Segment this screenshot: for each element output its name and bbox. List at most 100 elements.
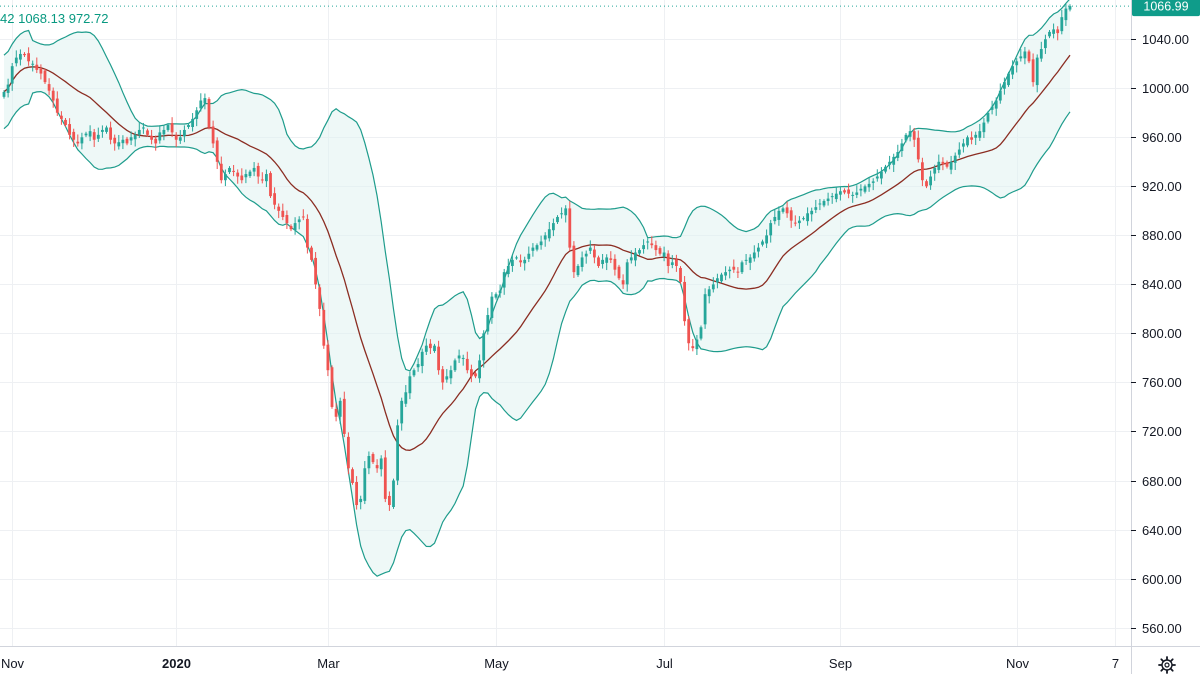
candle bbox=[273, 187, 276, 210]
candle bbox=[847, 183, 850, 199]
candle-body bbox=[736, 271, 740, 273]
candle bbox=[687, 316, 691, 351]
candle-body bbox=[367, 456, 371, 469]
candle-body bbox=[203, 98, 207, 104]
candle bbox=[347, 432, 350, 475]
candle bbox=[39, 64, 43, 80]
candle bbox=[293, 217, 297, 235]
candle bbox=[117, 134, 121, 150]
candle-body bbox=[547, 229, 551, 239]
candle-body bbox=[921, 162, 924, 181]
candle-body bbox=[23, 53, 26, 56]
candle bbox=[84, 131, 88, 138]
candle bbox=[880, 167, 883, 185]
price-tick-label: 920.00 bbox=[1142, 179, 1182, 194]
candle bbox=[863, 184, 867, 194]
candle-body bbox=[945, 162, 949, 167]
candle-body bbox=[1023, 51, 1027, 59]
candle-body bbox=[355, 481, 358, 506]
candle-body bbox=[1039, 49, 1043, 59]
candle bbox=[937, 154, 941, 174]
candle bbox=[429, 339, 432, 355]
candle-body bbox=[1027, 51, 1031, 62]
candle-body bbox=[162, 129, 166, 135]
candle bbox=[658, 246, 662, 256]
candle bbox=[146, 128, 149, 137]
candle-body bbox=[260, 179, 264, 181]
candle bbox=[531, 243, 535, 257]
candle-body bbox=[990, 106, 994, 110]
candle-body bbox=[178, 137, 182, 141]
candle-body bbox=[916, 137, 920, 160]
candle bbox=[326, 340, 330, 377]
candle bbox=[843, 188, 846, 195]
candle-body bbox=[117, 142, 121, 147]
candle-body bbox=[347, 436, 350, 469]
candle-body bbox=[880, 171, 883, 179]
candle-body bbox=[1007, 73, 1010, 86]
candle-body bbox=[47, 84, 51, 91]
candle-body bbox=[137, 129, 141, 135]
candle bbox=[355, 476, 358, 510]
candle bbox=[621, 274, 625, 289]
candle bbox=[383, 450, 387, 503]
candle-body bbox=[461, 357, 465, 359]
candle-body bbox=[338, 400, 342, 417]
candle-body bbox=[609, 258, 613, 260]
candle bbox=[785, 201, 789, 218]
candle-body bbox=[957, 149, 961, 155]
candle bbox=[388, 491, 391, 511]
candle bbox=[470, 364, 473, 383]
candle-body bbox=[552, 223, 555, 231]
price-axis[interactable]: 560.00 600.00 640.00 680.00 720.00 760.00 800.… bbox=[1131, 32, 1189, 636]
candle-body bbox=[933, 167, 937, 174]
candle-body bbox=[224, 174, 227, 181]
candle bbox=[178, 130, 182, 144]
candle-body bbox=[80, 137, 84, 144]
candle-body bbox=[519, 260, 522, 263]
candle bbox=[535, 243, 539, 252]
candle-body bbox=[191, 118, 194, 127]
candle bbox=[724, 266, 727, 281]
candle bbox=[359, 495, 363, 510]
candle-body bbox=[576, 266, 580, 276]
gear-icon[interactable] bbox=[1156, 654, 1178, 676]
candle-body bbox=[966, 137, 969, 146]
candle-body bbox=[994, 100, 998, 109]
candle-body bbox=[412, 370, 416, 376]
candle bbox=[14, 50, 18, 67]
candle-body bbox=[527, 253, 531, 259]
candle bbox=[966, 135, 969, 148]
candle bbox=[486, 307, 490, 335]
candle bbox=[424, 338, 428, 355]
candle bbox=[400, 397, 404, 431]
candle-body bbox=[84, 133, 88, 136]
candle bbox=[297, 216, 301, 230]
candle bbox=[1003, 77, 1006, 95]
candle bbox=[650, 236, 654, 249]
candle-body bbox=[1019, 56, 1023, 59]
candle bbox=[51, 87, 55, 108]
candle-body bbox=[1031, 59, 1035, 83]
candle bbox=[281, 203, 285, 221]
candle-body bbox=[474, 373, 477, 377]
candle bbox=[552, 218, 555, 237]
candle-body bbox=[867, 183, 871, 188]
candle bbox=[584, 250, 588, 264]
candle-body bbox=[617, 266, 621, 279]
candle-body bbox=[457, 355, 461, 359]
time-tick-label: 7 bbox=[1112, 656, 1119, 671]
candle bbox=[64, 118, 67, 127]
time-axis[interactable]: Nov 2020 Mar May Jul Sep Nov 7 bbox=[1, 656, 1119, 671]
candle-body bbox=[6, 84, 10, 93]
candle bbox=[695, 335, 699, 355]
candle bbox=[158, 125, 162, 144]
candle bbox=[1015, 58, 1019, 73]
candle-body bbox=[1056, 29, 1060, 34]
candle-body bbox=[814, 207, 818, 210]
candle bbox=[662, 246, 666, 262]
candle-body bbox=[568, 208, 572, 248]
candle bbox=[949, 155, 953, 175]
candle-body bbox=[420, 351, 424, 367]
